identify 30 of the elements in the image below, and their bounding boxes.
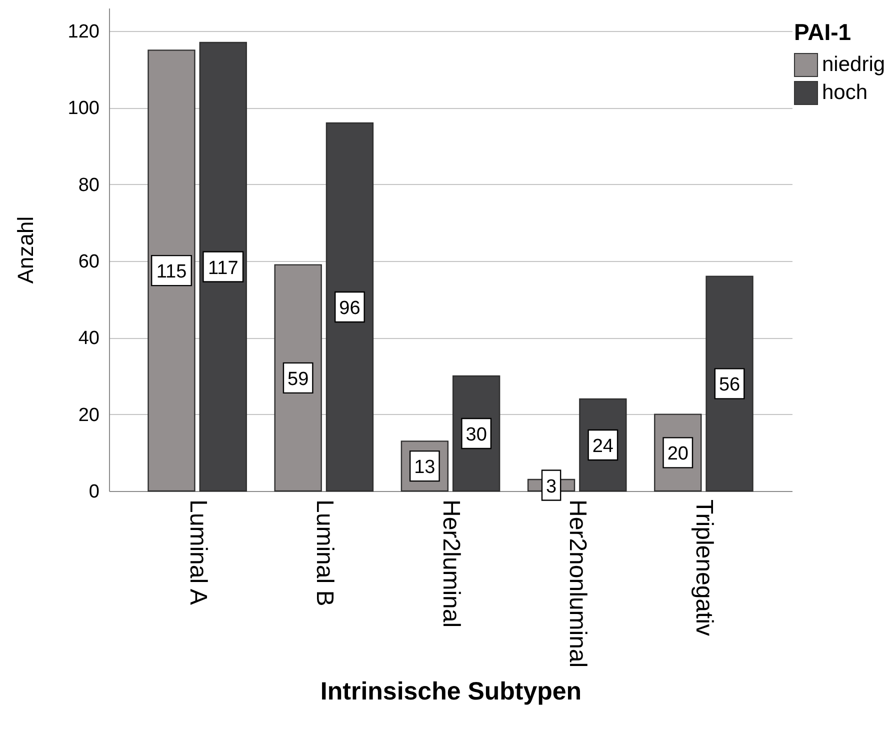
y-axis-title: Anzahl — [12, 216, 38, 284]
y-tick-label: 60 — [78, 252, 100, 272]
x-tick-label: Her2nonluminal — [564, 500, 592, 668]
data-label: 59 — [288, 368, 309, 390]
data-label: 24 — [592, 436, 614, 457]
x-tick-label: Luminal B — [310, 500, 338, 606]
data-label: 117 — [208, 258, 238, 279]
x-axis-title: Intrinsische Subtypen — [320, 678, 582, 706]
data-label: 30 — [466, 424, 487, 446]
x-tick-label: Luminal A — [184, 500, 212, 605]
bar — [706, 276, 754, 492]
data-label: 96 — [339, 298, 360, 319]
data-label: 115 — [156, 262, 187, 283]
y-tick-label: 20 — [78, 404, 100, 426]
y-tick-label: 0 — [88, 482, 100, 502]
legend-label: niedrig — [822, 53, 886, 76]
data-label: 56 — [718, 374, 740, 396]
bar — [326, 122, 374, 492]
x-tick-label: Her2luminal — [438, 500, 464, 628]
y-tick-label: 120 — [68, 22, 100, 42]
data-label: 3 — [546, 476, 557, 498]
data-label: 13 — [414, 457, 436, 478]
bar — [199, 42, 247, 492]
y-tick-label: 100 — [68, 98, 100, 120]
data-label: 20 — [667, 444, 688, 465]
y-tick-label: 40 — [78, 328, 100, 350]
x-tick-label: Triplenegativ — [690, 500, 718, 636]
legend-label: hoch — [822, 81, 868, 104]
legend-title: PAI-1 — [794, 19, 852, 45]
y-tick-label: 80 — [78, 174, 100, 196]
